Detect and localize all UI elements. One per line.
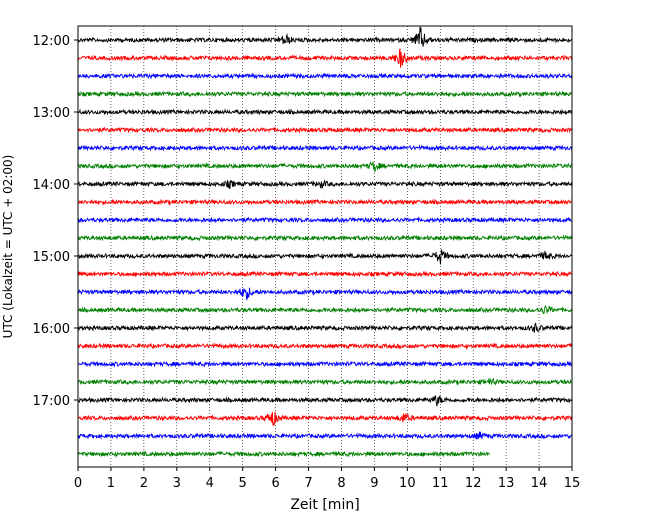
x-tick-label: 1 (107, 476, 115, 491)
y-tick-label: 16:00 (33, 322, 70, 337)
trace-1700 (77, 395, 573, 407)
trace-1545 (77, 305, 573, 315)
trace-1630 (77, 360, 573, 368)
trace-1530 (77, 287, 573, 301)
x-tick-label: 14 (531, 476, 548, 491)
y-tick-label: 14:00 (33, 178, 70, 193)
trace-1715 (77, 411, 573, 427)
x-tick-label: 0 (74, 476, 82, 491)
x-tick-label: 11 (432, 476, 449, 491)
x-tick-label: 5 (239, 476, 247, 491)
x-axis: 0 1 2 3 4 5 6 7 8 9 10 11 12 13 14 15 (74, 467, 580, 491)
trace-1515 (77, 270, 573, 278)
trace-1415 (77, 198, 573, 206)
trace-1215 (77, 48, 573, 68)
trace-1200 (77, 26, 573, 47)
y-axis: 12:00 13:00 14:00 15:00 16:00 17:00 (33, 34, 78, 409)
trace-1345 (77, 161, 573, 172)
x-tick-label: 10 (399, 476, 416, 491)
x-tick-label: 6 (271, 476, 279, 491)
y-tick-label: 13:00 (33, 106, 70, 121)
x-tick-label: 12 (465, 476, 482, 491)
y-tick-label: 12:00 (33, 34, 70, 49)
trace-1315 (77, 126, 573, 134)
trace-1400 (77, 179, 573, 189)
x-tick-label: 2 (140, 476, 148, 491)
trace-1500 (77, 249, 573, 265)
y-axis-title: UTC (Lokalzeit = UTC + 02:00) (1, 155, 15, 339)
x-tick-label: 13 (498, 476, 515, 491)
x-tick-label: 4 (206, 476, 214, 491)
trace-1430 (77, 216, 573, 224)
trace-1730 (77, 431, 573, 440)
trace-1615 (77, 342, 573, 350)
trace-1645 (77, 377, 573, 386)
trace-1330 (77, 144, 573, 152)
x-tick-label: 7 (304, 476, 312, 491)
trace-1745 (77, 450, 490, 458)
trace-1230 (77, 72, 573, 80)
traces (77, 26, 573, 458)
trace-1300 (77, 108, 573, 116)
plot-frame (77, 25, 573, 468)
x-tick-label: 15 (564, 476, 581, 491)
x-tick-label: 9 (370, 476, 378, 491)
trace-1245 (77, 90, 573, 98)
y-tick-label: 15:00 (33, 250, 70, 265)
x-axis-title: Zeit [min] (290, 497, 359, 513)
x-tick-label: 8 (337, 476, 345, 491)
y-tick-label: 17:00 (33, 394, 70, 409)
trace-1445 (77, 234, 573, 242)
trace-1600 (77, 322, 573, 333)
x-tick-label: 3 (173, 476, 181, 491)
